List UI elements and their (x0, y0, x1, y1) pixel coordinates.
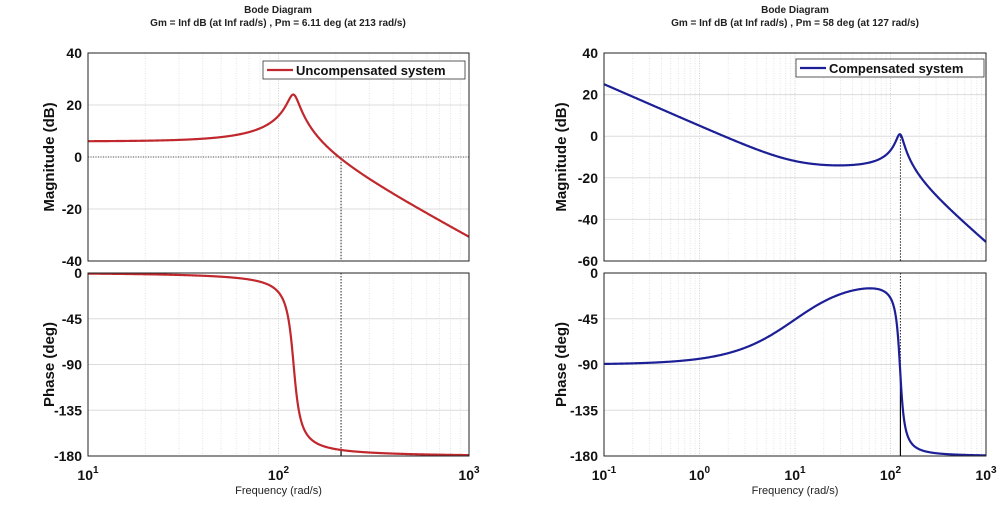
magnitude-y-tick-label: 0 (74, 149, 82, 165)
phase-panel: 0 -45 -90 -135 -180 Phase (deg) (553, 265, 987, 464)
chart-subtitle: Gm = Inf dB (at Inf rad/s) , Pm = 58 deg… (671, 18, 919, 29)
phase-curve (87, 272, 470, 457)
legend: Uncompensated system (262, 60, 466, 80)
magnitude-y-tick-label: -60 (578, 253, 598, 269)
x-tick-exponent: 3 (991, 465, 997, 476)
magnitude-y-tick-label: 20 (66, 97, 82, 113)
x-tick-base: 10 (77, 467, 93, 483)
magnitude-y-tick-label: 40 (582, 45, 598, 61)
magnitude-y-tick-label: -40 (578, 211, 598, 227)
magnitude-curve (87, 93, 470, 238)
magnitude-axis-label: Magnitude (dB) (41, 102, 58, 211)
magnitude-y-tick-label: -40 (62, 253, 82, 269)
chart-subtitle: Gm = Inf dB (at Inf rad/s) , Pm = 6.11 d… (150, 18, 406, 29)
magnitude-y-tick-label: 40 (66, 45, 82, 61)
x-tick-label: 102 (880, 465, 902, 483)
magnitude-plot-area (604, 53, 986, 261)
x-tick-exponent: 1 (800, 465, 806, 476)
phase-y-tick-label: -180 (54, 448, 82, 464)
phase-axes-box (87, 272, 470, 457)
x-tick-base: 10 (880, 467, 896, 483)
x-tick-base: 10 (458, 467, 474, 483)
phase-axes-box (603, 272, 987, 457)
x-tick-exponent: -1 (607, 465, 616, 476)
magnitude-y-tick-label: 20 (582, 87, 598, 103)
x-tick-exponent: 1 (93, 465, 99, 476)
x-tick-label: 100 (689, 465, 711, 483)
x-tick-label: 101 (77, 465, 99, 483)
legend-label: Compensated system (829, 61, 963, 76)
x-tick-base: 10 (592, 467, 608, 483)
magnitude-panel: 40 20 0 -20 -40 -60 Magnitude (dB) (553, 45, 987, 269)
x-axis-label: Frequency (rad/s) (752, 485, 839, 497)
phase-y-tick-label: -90 (62, 357, 82, 373)
x-tick-exponent: 2 (896, 465, 902, 476)
phase-y-tick-label: -135 (54, 402, 82, 418)
magnitude-curve (603, 83, 987, 243)
x-tick-base: 10 (975, 467, 991, 483)
x-tick-label: 103 (975, 465, 997, 483)
x-tick-label: 10-1 (592, 465, 617, 483)
magnitude-y-tick-label: -20 (578, 170, 598, 186)
x-tick-base: 10 (268, 467, 284, 483)
legend-label: Uncompensated system (296, 63, 446, 78)
x-tick-exponent: 3 (474, 465, 480, 476)
x-tick-base: 10 (784, 467, 800, 483)
phase-axis-label: Phase (deg) (41, 322, 58, 407)
phase-y-tick-label: 0 (590, 265, 598, 281)
bode-chart-uncompensated: Bode Diagram Gm = Inf dB (at Inf rad/s) ,… (41, 5, 480, 497)
phase-panel: 0 -45 -90 -135 -180 Phase (deg) (41, 265, 470, 464)
x-tick-label: 102 (268, 465, 290, 483)
legend-box (795, 58, 985, 78)
phase-y-tick-label: -135 (570, 402, 598, 418)
magnitude-axis-label: Magnitude (dB) (553, 102, 570, 211)
legend: Compensated system (795, 58, 985, 78)
phase-y-tick-label: -45 (62, 311, 82, 327)
phase-y-tick-label: 0 (74, 265, 82, 281)
magnitude-y-tick-label: -20 (62, 201, 82, 217)
phase-y-tick-label: -180 (570, 448, 598, 464)
x-tick-base: 10 (689, 467, 705, 483)
x-axis-label: Frequency (rad/s) (235, 485, 322, 497)
phase-curve (603, 287, 987, 457)
x-tick-exponent: 0 (705, 465, 711, 476)
magnitude-y-tick-label: 0 (590, 128, 598, 144)
magnitude-axes-box (603, 52, 987, 262)
x-tick-label: 101 (784, 465, 806, 483)
phase-axis-label: Phase (deg) (553, 322, 570, 407)
bode-chart-compensated: Bode Diagram Gm = Inf dB (at Inf rad/s) ,… (553, 5, 997, 497)
magnitude-axes-box (87, 52, 470, 262)
chart-title: Bode Diagram (761, 5, 829, 16)
x-tick-exponent: 2 (284, 465, 290, 476)
phase-y-tick-label: -90 (578, 357, 598, 373)
phase-y-tick-label: -45 (578, 311, 598, 327)
legend-box (262, 60, 466, 80)
x-tick-label: 103 (458, 465, 480, 483)
chart-title: Bode Diagram (244, 5, 312, 16)
magnitude-panel: 40 20 0 -20 -40 Magnitude (dB) (41, 45, 470, 269)
